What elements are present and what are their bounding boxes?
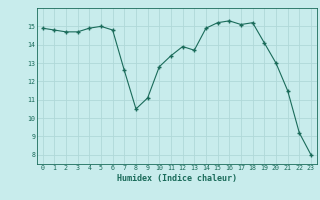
X-axis label: Humidex (Indice chaleur): Humidex (Indice chaleur): [117, 174, 237, 183]
